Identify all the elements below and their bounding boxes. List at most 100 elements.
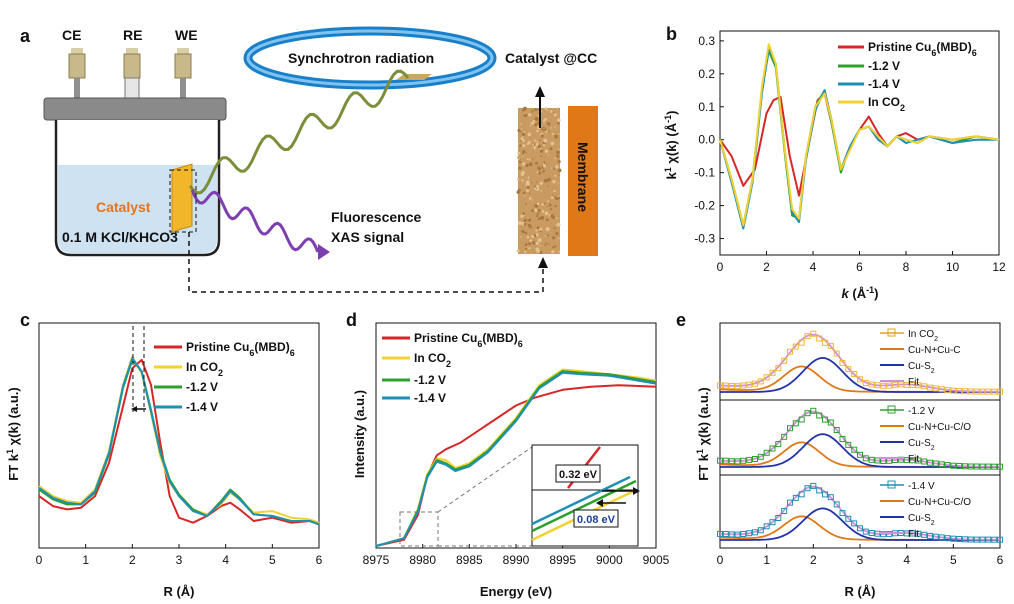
- cloth-speck: [545, 227, 550, 232]
- c-xtick-label: 1: [82, 553, 89, 567]
- b-ytick-label: 0.3: [698, 34, 715, 48]
- e3-data-marker: [938, 534, 945, 541]
- cloth-speck: [543, 161, 546, 164]
- e1-line-fit: [719, 333, 1000, 393]
- cloth-speck: [544, 107, 548, 110]
- cloth-speck: [521, 229, 525, 234]
- cloth-speck: [529, 125, 532, 127]
- cloth-speck: [554, 174, 557, 177]
- cloth-speck: [553, 190, 556, 193]
- legend-e2-fit: Fit: [908, 454, 919, 465]
- cloth-speck: [554, 190, 557, 192]
- d-xtick-label: 8975: [363, 553, 390, 567]
- inset-shift-032: 0.32 eV: [559, 469, 598, 481]
- panel-b: b 0 2 4 6 8 10 12 -0.3 -0.2 -0.1 0.0 0.1 0.2 0.3 k (Å…: [663, 24, 1006, 301]
- e2-data-marker: [862, 455, 869, 462]
- cloth-speck: [554, 195, 556, 198]
- fluorescence-wave: [190, 189, 320, 253]
- cloth-speck: [550, 141, 555, 146]
- cloth-speck: [550, 208, 553, 210]
- xray-beam-wave: [188, 69, 410, 195]
- e1-data-marker: [816, 335, 823, 342]
- c-line-in-co2: [38, 355, 320, 524]
- cloth-speck: [548, 243, 550, 245]
- e2-line-cu-s: [720, 433, 1000, 468]
- synchrotron-label: Synchrotron radiation: [288, 50, 434, 66]
- e2-data-marker: [845, 441, 852, 448]
- e3-data-marker: [757, 527, 764, 534]
- cloth-speck: [536, 171, 539, 174]
- cloth-speck: [558, 148, 560, 151]
- cloth-speck: [553, 227, 556, 230]
- cloth-speck: [548, 130, 550, 133]
- cloth-speck: [555, 224, 557, 226]
- cloth-speck: [519, 144, 522, 147]
- cloth-speck: [525, 243, 528, 247]
- electrode-label-ce: CE: [62, 27, 81, 43]
- cloth-speck: [551, 250, 555, 254]
- cloth-speck: [526, 142, 530, 146]
- cloth-speck: [527, 218, 532, 222]
- d-inset: 0.32 eV 0.08 eV: [531, 444, 640, 547]
- plot-b-ylabel: k1 χ(k) (Å-1): [663, 111, 679, 180]
- e-xtick-label: 2: [810, 553, 817, 567]
- e1-data-marker: [915, 382, 922, 389]
- e1-data-marker: [775, 365, 782, 372]
- e2-data-marker: [717, 457, 723, 464]
- e1-data-marker: [839, 360, 846, 366]
- cloth-speck: [531, 199, 534, 201]
- e3-data-marker: [886, 531, 893, 538]
- e1-data-marker: [857, 376, 863, 383]
- legend-e2-cun: Cu-N+Cu-C/O: [908, 422, 971, 433]
- e2-data-marker: [973, 463, 980, 470]
- cloth-speck: [549, 110, 553, 113]
- legend-b-co2: In CO2: [868, 95, 905, 113]
- e3-data-marker: [973, 536, 980, 543]
- cloth-speck: [531, 181, 533, 184]
- cloth-speck: [522, 212, 525, 216]
- cloth-speck: [546, 109, 549, 111]
- cloth-speck: [553, 167, 556, 170]
- cloth-speck: [537, 238, 542, 243]
- cloth-speck: [538, 227, 543, 232]
- e1-data-marker: [862, 380, 869, 386]
- cloth-speck: [551, 132, 555, 136]
- e1-data-marker: [909, 382, 916, 388]
- inset-shift-008: 0.08 eV: [577, 514, 616, 526]
- cloth-speck: [556, 150, 560, 155]
- cloth-speck: [534, 208, 538, 212]
- cloth-speck: [535, 161, 538, 165]
- cloth-speck: [552, 246, 555, 249]
- cloth-speck: [541, 210, 545, 213]
- e1-data-marker: [956, 388, 963, 394]
- legend-d-1-2v: -1.2 V: [414, 373, 446, 387]
- e2-data-marker: [775, 441, 782, 448]
- cloth-speck: [553, 113, 557, 117]
- e1-data-marker: [880, 382, 887, 389]
- cloth-speck: [520, 123, 523, 125]
- e1-data-marker: [722, 382, 729, 389]
- e3-line-fit: [719, 485, 1000, 541]
- e1-data-marker: [868, 381, 875, 388]
- e-xtick-label: 3: [857, 553, 864, 567]
- cloth-speck: [527, 176, 530, 178]
- c-line--1-4-v: [38, 357, 320, 526]
- e2-data-marker: [950, 462, 957, 469]
- cloth-speck: [543, 138, 548, 143]
- plot-d-legend: Pristine Cu6(MBD)6 In CO2 -1.2 V -1.4 V: [382, 331, 523, 405]
- cloth-speck: [540, 134, 544, 138]
- e3-data-marker: [752, 529, 758, 536]
- panel-b-label: b: [666, 24, 677, 44]
- cloth-speck: [527, 223, 532, 228]
- e1-data-marker: [752, 380, 758, 387]
- e3-data-marker: [997, 536, 1003, 543]
- cloth-speck: [535, 229, 538, 232]
- cloth-speck: [549, 147, 553, 151]
- e2-data-marker: [827, 419, 834, 426]
- e2-data-marker: [944, 462, 951, 469]
- legend-b-1-4v: -1.4 V: [868, 77, 900, 91]
- cloth-speck: [547, 205, 549, 208]
- cloth-speck: [548, 203, 552, 207]
- panel-c-label: c: [20, 310, 30, 330]
- e2-data-marker: [874, 457, 881, 464]
